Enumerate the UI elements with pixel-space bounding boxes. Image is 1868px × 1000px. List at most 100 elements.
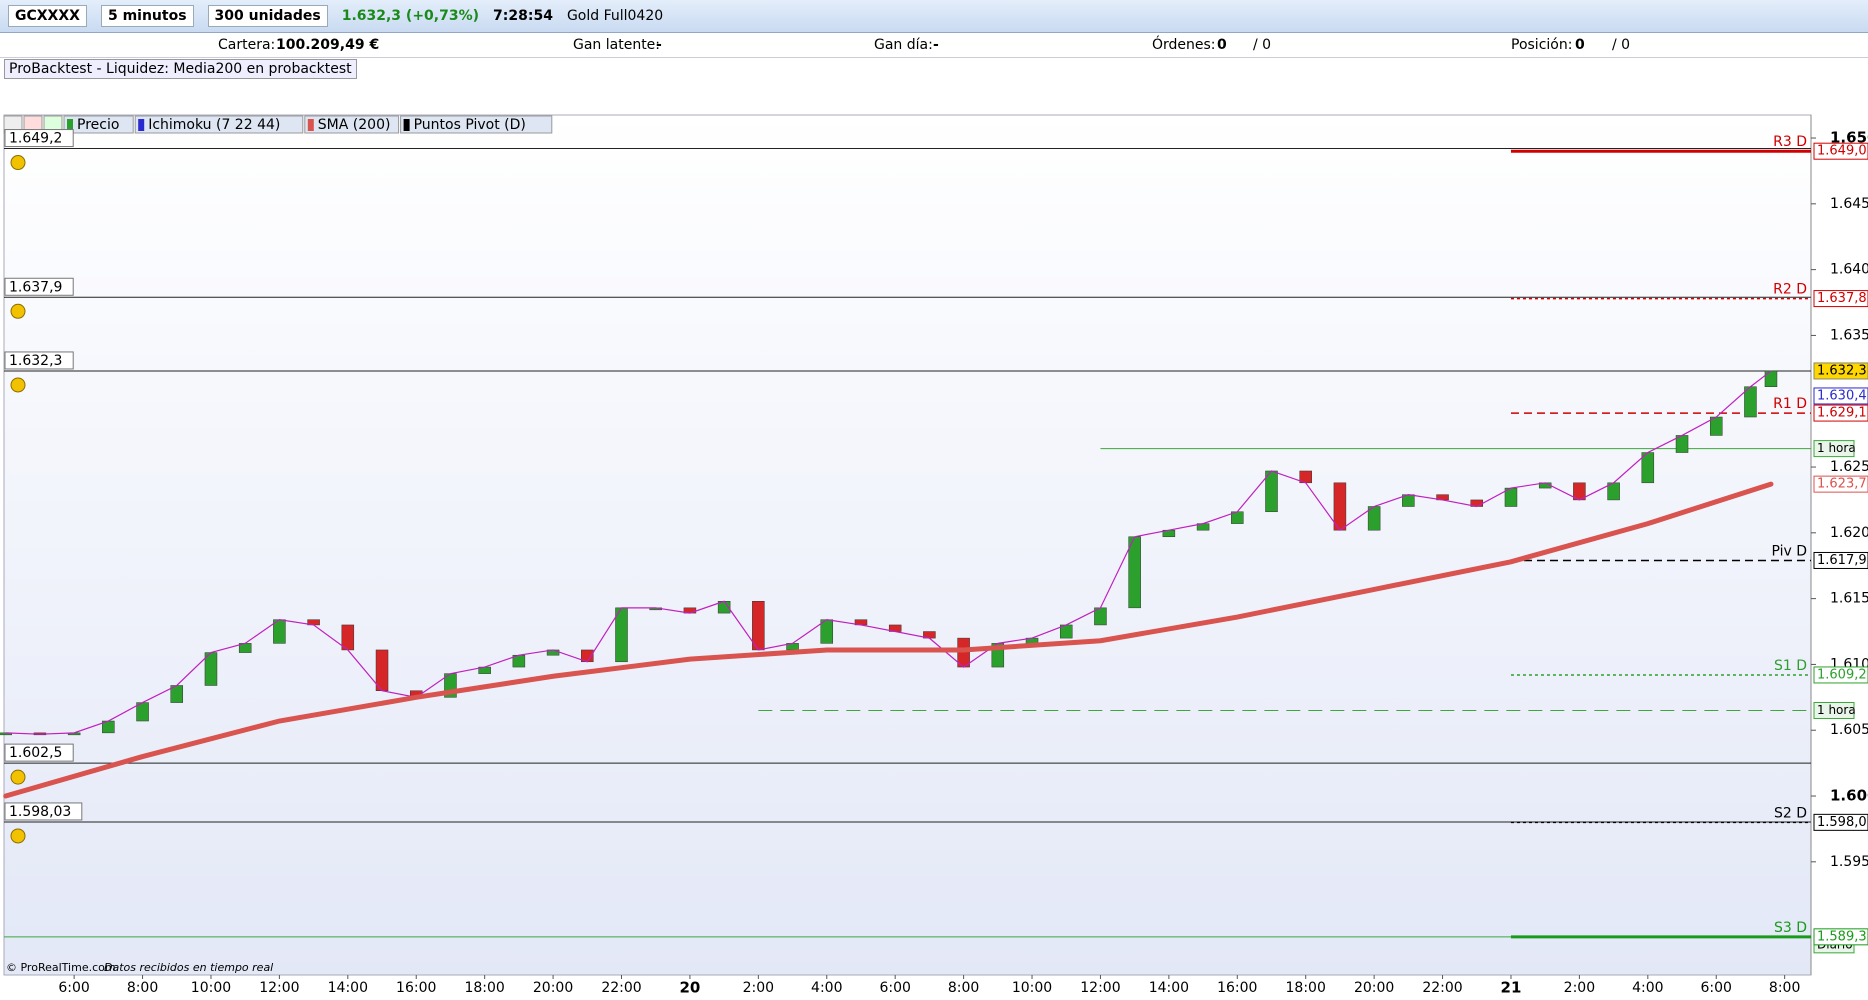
pivot-label: 1.637,8 (1817, 291, 1867, 306)
pivot-box (1813, 551, 1868, 569)
timeframe[interactable]: 5 minutos (100, 5, 194, 27)
candle (786, 643, 799, 651)
label: Posición: (1511, 37, 1573, 53)
instrument: Gold Full0420 (566, 8, 664, 24)
legend-label: Puntos Pivot (D) (414, 117, 526, 133)
x-tick-label: 4:00 (1632, 980, 1663, 996)
alert-bell (10, 303, 26, 319)
x-tick-label: 8:00 (127, 980, 158, 996)
legend-item (304, 115, 400, 134)
pivot-name: R2 D (1773, 282, 1807, 298)
candle (1538, 482, 1552, 489)
candle (512, 654, 526, 668)
candle (1573, 482, 1586, 501)
candle (957, 637, 970, 668)
candle (238, 643, 252, 653)
backtest-label[interactable]: ProBacktest - Liquidez: Media200 en prob… (4, 59, 357, 79)
alert-box (4, 129, 74, 148)
pivot-name: S2 D (1774, 805, 1807, 821)
pivot-name: Piv D (1771, 543, 1807, 559)
footer-note: Datos recibidos en tiempo real (104, 961, 273, 974)
candle (1128, 536, 1141, 609)
candle (820, 619, 834, 644)
candle (1299, 470, 1312, 484)
candle (1059, 624, 1073, 639)
price-box (1813, 362, 1868, 380)
value[interactable]: / 0 (1253, 37, 1272, 53)
candle (615, 607, 628, 663)
legend-icon (23, 115, 43, 134)
y-tick-label: 1.625 (1830, 459, 1868, 475)
pivot-box (1813, 928, 1868, 946)
toolbar: GCXXXX 5 minutos 300 unidades 1.632,3 (+… (0, 0, 1868, 33)
sma-box (1813, 475, 1868, 493)
candle (1094, 607, 1107, 626)
candle (546, 649, 560, 656)
pivot-label: 1.609,2 (1817, 667, 1867, 682)
alert-bell (10, 769, 26, 785)
candle (1709, 416, 1723, 436)
y-tick-label: 1.650 (1830, 129, 1868, 147)
alert-label: 1.637,9 (9, 279, 62, 295)
value[interactable]: / 0 (1612, 37, 1631, 53)
pivot-name: S3 D (1774, 920, 1807, 936)
symbol[interactable]: GCXXXX (8, 5, 87, 27)
x-tick-label: 8:00 (948, 980, 979, 996)
candle (1675, 435, 1689, 453)
pivot-box (1813, 666, 1868, 684)
alert-label: 1.649,2 (9, 131, 62, 147)
x-tick-label: 6:00 (1701, 980, 1732, 996)
ichimoku-box (1813, 387, 1868, 405)
x-tick-label: 10:00 (191, 980, 231, 996)
candle (1607, 482, 1620, 501)
value: - (933, 37, 939, 53)
x-tick-label: 2:00 (743, 980, 774, 996)
value: 0 (1575, 37, 1585, 53)
y-tick-label: 1.645 (1830, 196, 1868, 212)
pivot-label: 1.589,3 (1817, 929, 1867, 944)
candle (1333, 482, 1347, 531)
level-box (1813, 701, 1855, 719)
x-tick-label: 18:00 (1286, 980, 1326, 996)
x-tick-label: 20:00 (1354, 980, 1394, 996)
units[interactable]: 300 unidades (207, 5, 328, 27)
x-tick-label: 22:00 (1422, 980, 1462, 996)
x-tick-label: 16:00 (396, 980, 436, 996)
pivot-label: 1.629,1 (1817, 406, 1867, 421)
x-tick-label: 14:00 (328, 980, 368, 996)
x-tick-label: 12:00 (259, 980, 299, 996)
alert-label: 1.602,5 (9, 745, 62, 761)
candle (581, 649, 594, 663)
y-tick-label: 1.635 (1830, 327, 1868, 343)
candle (33, 732, 47, 736)
y-tick-label: 1.610 (1830, 656, 1868, 672)
candle (991, 643, 1005, 668)
y-tick-label: 1.600 (1830, 787, 1868, 805)
candle (1162, 529, 1176, 538)
candle (1402, 494, 1415, 507)
footer-source: © ProRealTime.com (6, 961, 116, 974)
candle (1265, 470, 1278, 513)
alert-label: 1.632,3 (9, 353, 62, 369)
candle (341, 624, 355, 651)
y-tick-label: 1.615 (1830, 591, 1868, 607)
x-tick-label: 18:00 (464, 980, 504, 996)
candle (375, 649, 389, 691)
plot-area (3, 114, 1812, 976)
price-line (5, 370, 1772, 735)
x-tick-label: 14:00 (1149, 980, 1189, 996)
x-tick-label: 2:00 (1564, 980, 1595, 996)
value: 100.209,49 € (276, 37, 380, 53)
pivot-box (1813, 813, 1868, 831)
candle (67, 732, 81, 736)
legend-label: SMA (200) (318, 117, 391, 133)
candle (478, 666, 491, 674)
x-tick-label: 12:00 (1080, 980, 1120, 996)
legend-swatch (138, 119, 145, 131)
pivot-name: S1 D (1774, 658, 1807, 674)
alert-box (4, 743, 74, 762)
level-label: Diario (1817, 937, 1853, 951)
alert-bell (10, 377, 26, 393)
sma-line (3, 481, 1774, 799)
candle (1641, 452, 1655, 484)
